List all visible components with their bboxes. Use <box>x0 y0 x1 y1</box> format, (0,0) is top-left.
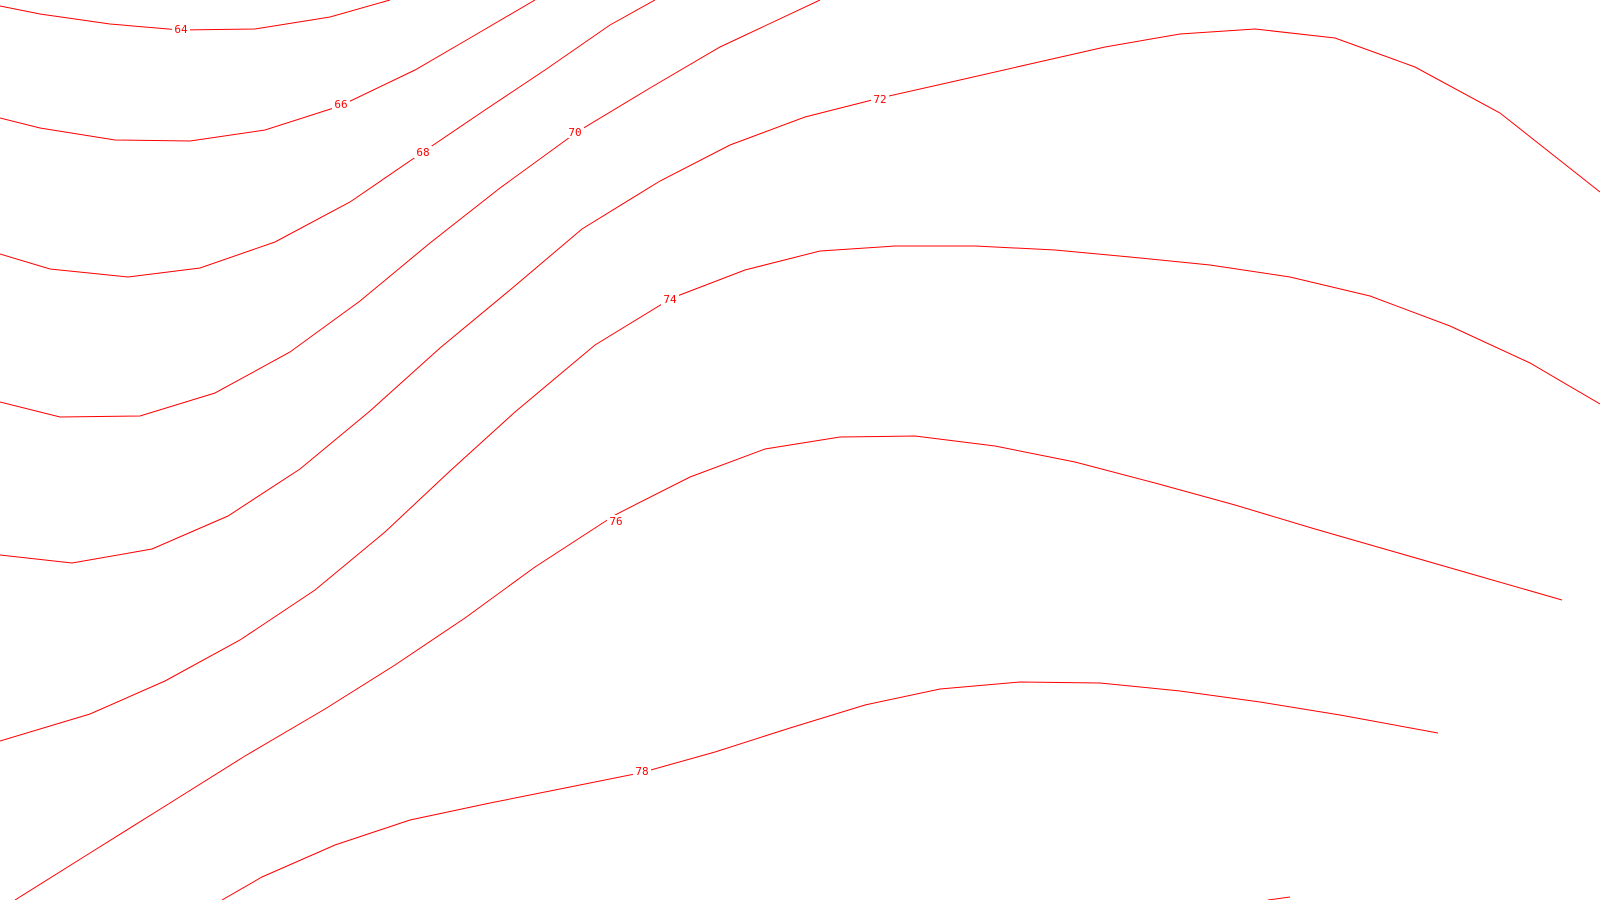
contour-label-76-group: 76 <box>607 515 625 528</box>
contour-label-72: 72 <box>873 93 886 106</box>
contour-label-74: 74 <box>663 293 677 306</box>
contour-line-70 <box>0 0 821 418</box>
contour-line-74 <box>0 245 1600 742</box>
contour-line-64 <box>0 0 391 31</box>
contour-label-66: 66 <box>334 98 347 111</box>
contour-label-64-group: 64 <box>172 23 190 36</box>
contour-line-68 <box>0 0 656 278</box>
contour-label-74-group: 74 <box>661 293 679 306</box>
contour-line-78 <box>221 681 1439 900</box>
contour-label-68-group: 68 <box>414 146 432 159</box>
contour-label-76: 76 <box>609 515 622 528</box>
contour-label-70: 70 <box>568 126 581 139</box>
contour-label-78: 78 <box>635 765 648 778</box>
contour-line-72 <box>0 28 1600 564</box>
contour-line-76 <box>14 435 1563 900</box>
contour-label-68: 68 <box>416 146 429 159</box>
contour-line-66 <box>0 0 536 142</box>
contour-label-64: 64 <box>174 23 188 36</box>
contour-label-72-group: 72 <box>871 93 889 106</box>
contour-label-66-group: 66 <box>332 98 350 111</box>
contour-label-78-group: 78 <box>633 765 651 778</box>
contour-label-70-group: 70 <box>566 126 584 139</box>
